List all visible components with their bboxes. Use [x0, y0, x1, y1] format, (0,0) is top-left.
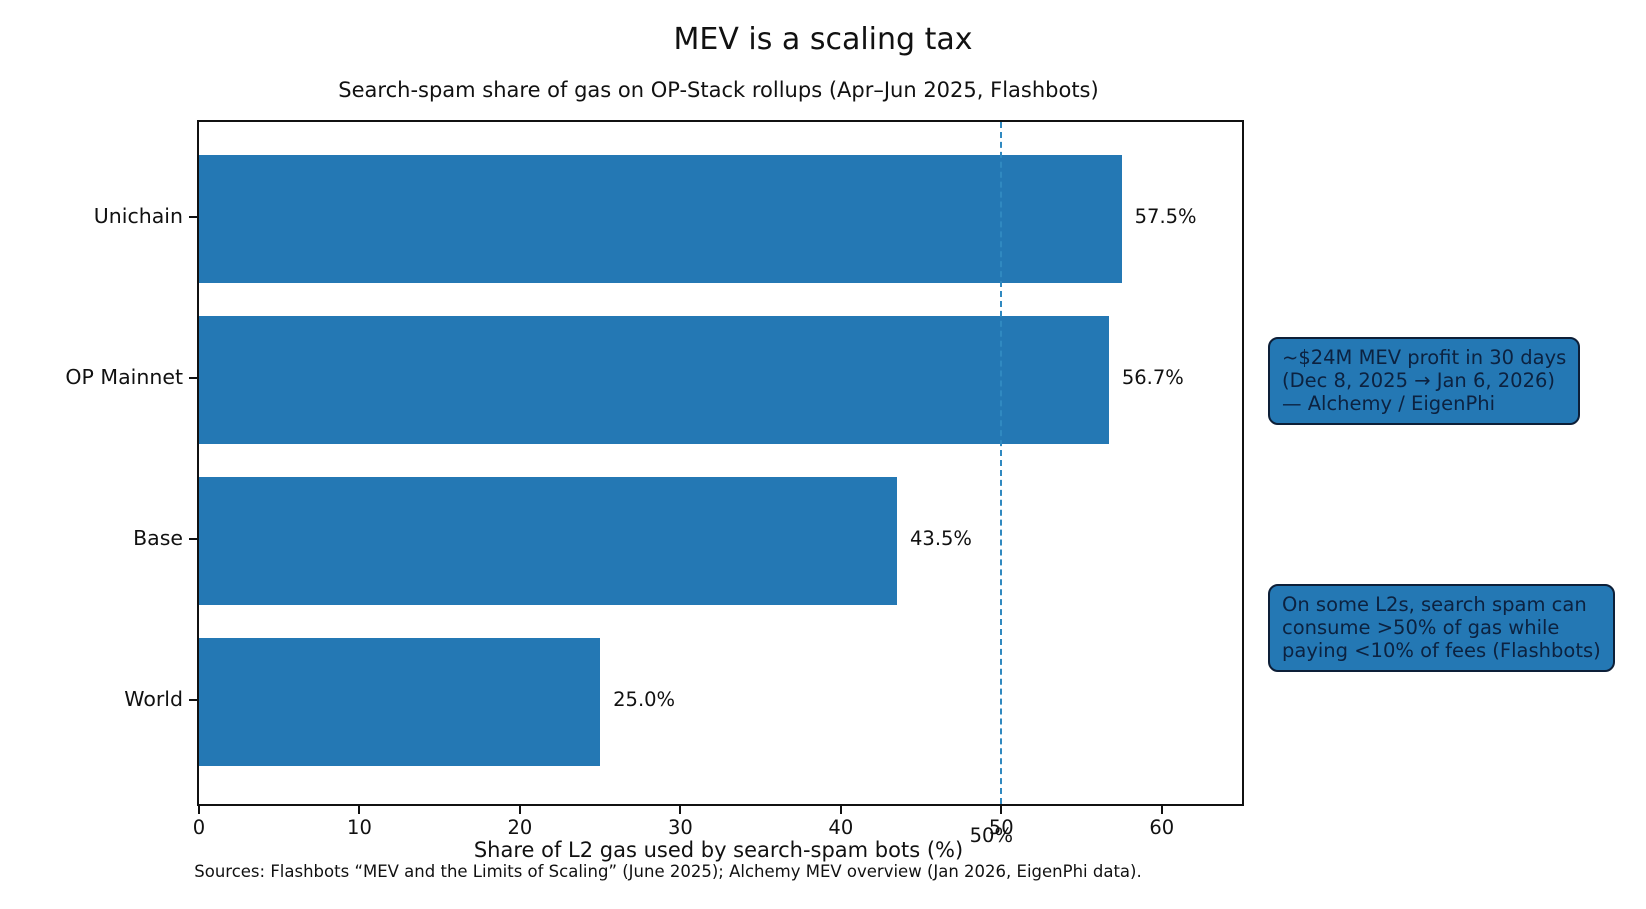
- y-tick-mark: [189, 699, 197, 701]
- x-tick-mark: [198, 806, 200, 814]
- x-tick-label: 50: [988, 816, 1014, 839]
- y-tick-mark: [189, 377, 197, 379]
- x-tick-label: 40: [828, 816, 854, 839]
- annotation-spam-share: On some L2s, search spam can consume >50…: [1268, 584, 1615, 673]
- x-tick-mark: [839, 806, 842, 814]
- x-tick-mark: [358, 806, 361, 814]
- y-axis-label: OP Mainnet: [65, 365, 183, 389]
- bar-value-label: 56.7%: [1121, 366, 1184, 389]
- x-tick-label: 10: [347, 816, 372, 839]
- reference-line-label: 50%: [969, 824, 1013, 847]
- x-tick-mark: [518, 806, 521, 814]
- bar-value-label: 43.5%: [910, 527, 972, 550]
- x-tick-label: 60: [1149, 816, 1175, 839]
- y-tick-mark: [189, 216, 197, 218]
- x-tick-mark: [679, 806, 682, 814]
- x-tick-label: 0: [192, 816, 206, 839]
- x-tick-label: 30: [667, 816, 693, 839]
- y-axis-label: Unichain: [93, 204, 183, 228]
- chart-title: MEV is a scaling tax: [673, 22, 973, 57]
- x-tick-mark: [1160, 806, 1163, 814]
- y-axis-label: Base: [133, 526, 183, 550]
- source-note: Sources: Flashbots “MEV and the Limits o…: [194, 862, 1142, 881]
- bar-op-mainnet: [199, 316, 1109, 444]
- plot-area: [197, 120, 1244, 806]
- annotation-mev-profit: ~$24M MEV profit in 30 days (Dec 8, 2025…: [1268, 337, 1581, 426]
- bar-base: [199, 477, 897, 605]
- x-axis-label: Share of L2 gas used by search-spam bots…: [473, 838, 964, 862]
- bar-value-label: 25.0%: [613, 688, 676, 711]
- bar-value-label: 57.5%: [1134, 205, 1197, 228]
- chart-subtitle: Search-spam share of gas on OP-Stack rol…: [338, 78, 1099, 102]
- x-tick-mark: [1000, 806, 1003, 814]
- x-tick-label: 20: [507, 816, 533, 839]
- bar-world: [199, 638, 601, 766]
- y-tick-mark: [189, 538, 197, 540]
- reference-line-50pct: [1000, 122, 1003, 804]
- y-axis-label: World: [124, 687, 183, 711]
- bar-unichain: [199, 155, 1122, 283]
